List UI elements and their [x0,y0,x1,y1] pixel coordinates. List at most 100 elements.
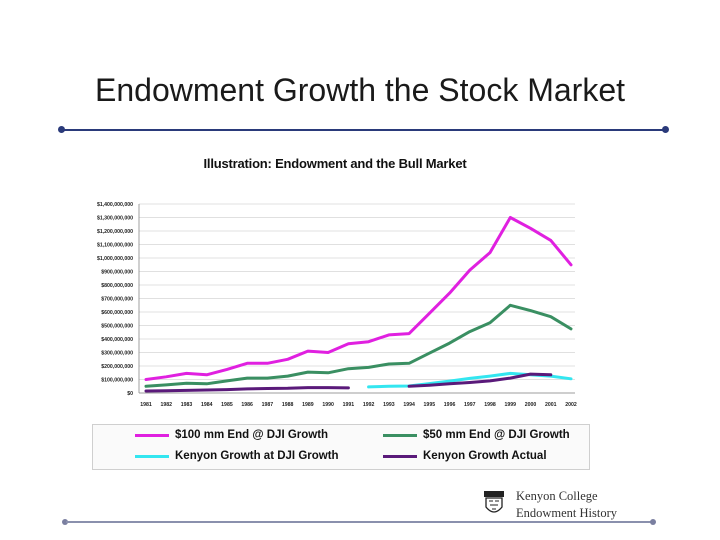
footer-line-2: Endowment History [516,506,618,520]
series-line-0 [144,216,573,381]
data-point-1 [469,330,471,333]
x-tick-label: 1982 [160,402,172,408]
y-tick-label: $200,000,000 [101,364,133,370]
data-point-0 [570,263,572,266]
data-point-3 [408,385,410,388]
title-rule-right-dot [662,126,669,133]
legend-item-100mm: $100 mm End @ DJI Growth [135,429,328,441]
x-tick-label: 1986 [241,402,253,408]
data-point-1 [266,377,269,379]
data-point-3 [286,387,289,390]
bottom-rule [66,521,652,523]
data-point-0 [428,312,431,315]
series-line-3 [407,372,553,388]
y-tick-label: $1,300,000,000 [97,216,133,222]
y-tick-label: $800,000,000 [101,283,133,289]
legend-swatch-100mm [135,433,169,437]
data-point-1 [307,371,309,373]
legend-label-kenyon-dji: Kenyon Growth at DJI Growth [175,450,339,462]
x-tick-label: 1990 [322,402,334,408]
data-point-3 [347,387,350,389]
data-point-3 [448,383,451,385]
data-point-0 [388,334,390,336]
data-point-2 [509,372,512,375]
chart-legend: $100 mm End @ DJI Growth $50 mm End @ DJ… [92,424,590,470]
data-point-0 [549,239,552,242]
footer-caption: Kenyon College Endowment History [516,488,617,522]
bottom-rule-right-dot [650,519,656,525]
data-point-1 [185,382,188,385]
y-tick-label: $0 [127,391,133,397]
data-point-1 [205,383,208,385]
data-point-0 [165,376,168,378]
data-point-1 [165,384,168,386]
x-tick-label: 2000 [525,402,537,408]
data-point-3 [327,386,329,389]
data-point-0 [185,372,188,375]
data-point-3 [469,381,471,384]
legend-swatch-kenyon-dji [135,454,169,458]
x-tick-label: 1992 [363,402,375,408]
x-tick-label: 1998 [484,402,496,408]
data-point-0 [327,351,329,354]
legend-label-kenyon-actual: Kenyon Growth Actual [423,450,547,462]
title-rule [62,128,666,131]
data-point-3 [489,380,491,382]
data-point-2 [570,378,572,380]
x-tick-label: 1994 [403,402,415,408]
x-tick-label: 1996 [444,402,456,408]
data-point-0 [307,350,309,352]
legend-item-kenyon-actual: Kenyon Growth Actual [383,450,547,462]
y-tick-label: $500,000,000 [101,324,133,330]
y-tick-label: $1,200,000,000 [97,229,133,235]
data-point-3 [549,373,552,376]
data-point-0 [448,292,451,294]
data-point-1 [246,377,248,379]
data-point-0 [367,340,370,343]
x-tick-label: 1995 [424,402,436,408]
data-point-3 [509,377,512,379]
data-point-1 [428,352,431,354]
x-tick-label: 2001 [545,402,557,408]
data-point-3 [185,389,188,392]
data-point-0 [205,373,208,376]
x-tick-label: 1997 [464,402,476,408]
data-point-1 [529,309,532,312]
x-tick-label: 2002 [565,402,577,408]
series-line-1 [144,303,573,388]
data-point-1 [509,304,512,307]
data-point-2 [469,377,471,380]
bottom-rule-left-dot [62,519,68,525]
y-tick-label: $300,000,000 [101,351,133,357]
legend-item-kenyon-dji: Kenyon Growth at DJI Growth [135,450,339,462]
x-tick-label: 1985 [221,402,233,408]
data-point-0 [469,269,471,271]
data-point-3 [428,384,431,386]
data-point-2 [489,375,491,377]
x-tick-label: 1987 [262,402,274,408]
slide-title: Endowment Growth the Stock Market [95,72,625,108]
y-tick-label: $100,000,000 [101,378,133,384]
data-point-0 [286,358,289,361]
legend-swatch-50mm [383,433,417,437]
title-rule-left-dot [58,126,65,133]
data-point-3 [307,386,309,389]
data-point-1 [408,362,410,365]
data-point-0 [408,332,410,335]
chart-title: Illustration: Endowment and the Bull Mar… [203,156,467,171]
legend-label-50mm: $50 mm End @ DJI Growth [423,429,570,441]
data-point-1 [448,342,451,344]
y-tick-label: $700,000,000 [101,297,133,303]
data-point-0 [489,251,491,254]
data-point-3 [226,388,228,391]
data-point-0 [246,362,248,365]
data-point-1 [327,371,329,374]
data-point-1 [367,366,370,369]
data-point-1 [347,367,350,370]
data-point-1 [549,315,552,318]
data-point-1 [145,385,147,388]
legend-label-100mm: $100 mm End @ DJI Growth [175,429,329,441]
data-point-0 [266,362,269,365]
x-tick-label: 1999 [505,402,517,408]
y-tick-label: $1,400,000,000 [97,202,133,208]
